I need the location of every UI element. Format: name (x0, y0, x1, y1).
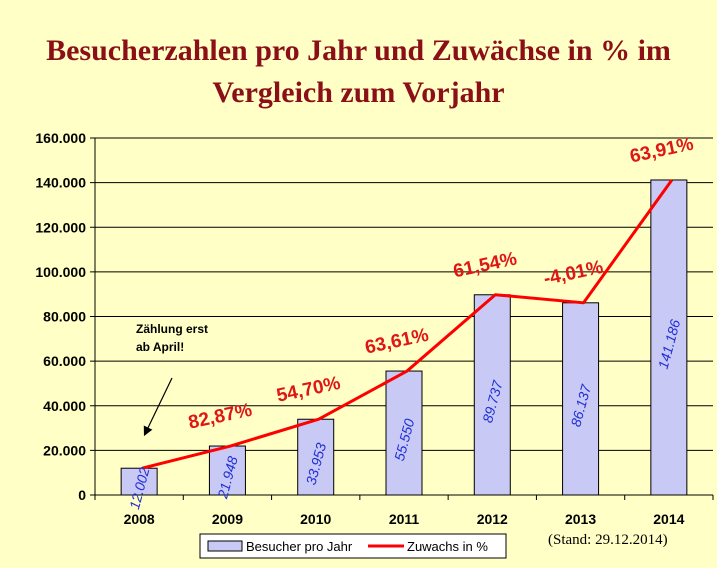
bar (473, 294, 511, 496)
legend-box (199, 533, 507, 559)
bar (120, 467, 158, 496)
chart-title-line-2: Vergleich zum Vorjahr (212, 76, 505, 109)
x-tick-label: 2012 (477, 511, 508, 527)
bar (385, 370, 423, 496)
growth-pct-label: 54,70% (275, 373, 343, 407)
chart-title-line-1: Besucherzahlen pro Jahr und Zuwächse in … (46, 34, 671, 67)
status-date-note: (Stand: 29.12.2014) (548, 532, 668, 548)
x-tick-label: 2008 (124, 511, 155, 527)
y-tick-label: 140.000 (35, 175, 86, 191)
annotation-arrow (143, 377, 173, 437)
y-tick-label: 0 (78, 487, 86, 503)
growth-pct-label: 61,54% (451, 248, 519, 282)
legend-label-bars: Besucher pro Jahr (246, 539, 353, 554)
annotation-text: Zählung erst (136, 322, 208, 336)
y-tick-label: 40.000 (43, 398, 86, 414)
growth-pct-label: 63,61% (363, 325, 431, 359)
y-tick-label: 120.000 (35, 219, 86, 235)
y-tick-label: 100.000 (35, 264, 86, 280)
legend-label-line: Zuwachs in % (407, 539, 488, 554)
bar (562, 302, 600, 496)
growth-pct-label: 82,87% (187, 400, 255, 434)
y-tick-label: 20.000 (43, 442, 86, 458)
growth-pct-label: 63,91% (628, 134, 696, 168)
annotation-text: ab April! (136, 340, 184, 354)
x-tick-label: 2011 (389, 511, 420, 527)
growth-line (141, 179, 674, 470)
bar (297, 418, 335, 496)
chart-title: Besucherzahlen pro Jahr und Zuwächse in … (0, 30, 717, 114)
y-tick-label: 60.000 (43, 353, 86, 369)
bar (650, 179, 688, 496)
x-tick-label: 2010 (300, 511, 331, 527)
y-tick-label: 160.000 (35, 130, 86, 146)
x-tick-label: 2014 (653, 511, 684, 527)
x-tick-label: 2009 (212, 511, 243, 527)
legend-swatch-bars (207, 540, 243, 552)
x-tick-label: 2013 (565, 511, 596, 527)
y-tick-label: 80.000 (43, 309, 86, 325)
bar (208, 445, 246, 496)
